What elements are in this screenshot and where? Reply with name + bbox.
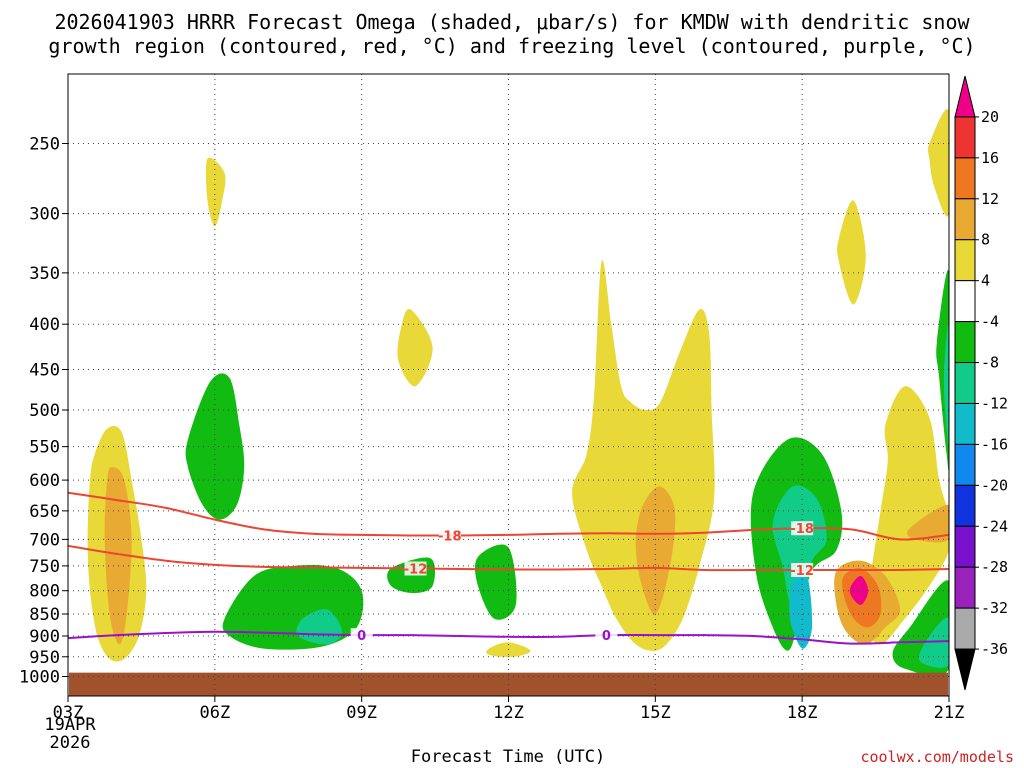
omega-region-24	[849, 575, 869, 605]
omega-region-16	[772, 485, 827, 605]
y-tick-label-850: 850	[29, 605, 60, 625]
y-tick-label-750: 750	[29, 557, 60, 577]
colorbar-swatch-13	[954, 607, 976, 650]
x-tick-label-12Z: 12Z	[493, 703, 524, 723]
colorbar-label--4: -4	[981, 313, 999, 331]
contour-label--12: -12	[404, 562, 428, 577]
omega-region-3	[397, 309, 433, 387]
omega-region-2	[205, 157, 226, 227]
colorbar-swatch-4	[954, 239, 976, 282]
chart-title-line1: 2026041903 HRRR Forecast Omega (shaded, …	[54, 10, 970, 34]
x-tick-label-21Z: 21Z	[934, 703, 965, 723]
colorbar-label--24: -24	[981, 517, 1008, 535]
x-axis: 03Z 06Z 09Z 12Z 15Z 18Z 21Z	[53, 696, 965, 723]
colorbar-swatch-7	[954, 362, 976, 404]
temperature-contours: -18 -18 -12 -12 0 0	[68, 491, 949, 645]
credit-text[interactable]: coolwx.com/models	[860, 748, 1014, 766]
y-tick-label-700: 700	[29, 530, 60, 550]
omega-region-10	[185, 373, 245, 520]
contour-label-bg	[438, 528, 461, 543]
colorbar-swatch-9	[954, 443, 976, 486]
y-axis: 2503003504004505005506006507007508008509…	[19, 135, 68, 688]
colorbar-label--8: -8	[981, 354, 999, 372]
colorbar-label-16: 16	[981, 149, 999, 167]
omega-region-9	[927, 109, 949, 217]
colorbar-label-20: 20	[981, 108, 999, 126]
colorbar-swatch-top	[954, 75, 976, 118]
omega-region-6	[635, 486, 676, 615]
y-tick-label-600: 600	[29, 471, 60, 491]
omega-region-14	[474, 544, 517, 620]
omega-region-5	[572, 260, 715, 651]
omega-region-20	[936, 269, 949, 471]
colorbar-swatch-5	[954, 280, 976, 323]
chart-title-line2: growth region (contoured, red, °C) and f…	[48, 34, 975, 58]
colorbar-label--32: -32	[981, 599, 1008, 617]
colorbar-swatch-12	[954, 566, 976, 609]
omega-region-11	[222, 565, 364, 650]
omega-regions	[87, 109, 949, 676]
omega-region-1	[104, 467, 132, 645]
contour-label-0: 0	[357, 629, 366, 644]
x-tick-label-03Z: 03Z	[53, 703, 84, 723]
colorbar-swatch-6	[954, 321, 976, 364]
y-tick-label-500: 500	[29, 401, 60, 421]
x-tick-label-06Z: 06Z	[199, 703, 230, 723]
contour-label-0: 0	[602, 629, 611, 644]
colorbar-label--20: -20	[981, 476, 1008, 494]
y-tick-label-1000: 1000	[19, 668, 60, 688]
colorbar-swatch-11	[954, 525, 976, 568]
colorbar-swatch-1	[954, 116, 976, 159]
colorbar-label--12: -12	[981, 394, 1008, 412]
y-tick-label-550: 550	[29, 438, 60, 458]
contour-label--18: -18	[438, 530, 462, 545]
x-axis-label: Forecast Time (UTC)	[411, 747, 605, 767]
colorbar-label--16: -16	[981, 435, 1008, 453]
colorbar-swatch-2	[954, 157, 976, 200]
contour-label-bg	[404, 561, 427, 576]
colorbar-swatch-10	[954, 484, 976, 527]
colorbar: 20 16 12 8 4 -4 -8 -12 -16 -20 -24 -28 -32 -36	[954, 75, 1008, 691]
omega-region-8	[837, 200, 866, 305]
colorbar-label-4: 4	[981, 272, 990, 290]
colorbar-swatch-8	[954, 402, 976, 445]
contour-label--12: -12	[790, 564, 814, 579]
y-tick-label-300: 300	[29, 205, 60, 225]
colorbar-label-12: 12	[981, 190, 999, 208]
omega-region-17	[789, 572, 813, 649]
x-tick-label-18Z: 18Z	[787, 703, 818, 723]
x-tick-label-15Z: 15Z	[640, 703, 671, 723]
date-line2: 2026	[50, 733, 91, 753]
y-tick-label-650: 650	[29, 502, 60, 522]
y-tick-label-250: 250	[29, 135, 60, 155]
colorbar-label--36: -36	[981, 640, 1008, 658]
omega-region-25	[907, 504, 949, 543]
plot-area: -18 -18 -12 -12 0 0	[67, 73, 950, 697]
colorbar-swatch-3	[954, 198, 976, 241]
contour-label-bg	[350, 628, 373, 643]
omega-region-21	[943, 322, 949, 443]
y-tick-label-800: 800	[29, 582, 60, 602]
y-tick-label-900: 900	[29, 627, 60, 647]
contour-label--18: -18	[790, 522, 814, 537]
y-tick-label-950: 950	[29, 648, 60, 668]
x-tick-label-09Z: 09Z	[346, 703, 377, 723]
contour-label-bg	[791, 521, 814, 536]
colorbar-label-8: 8	[981, 231, 990, 249]
colorbar-label--28: -28	[981, 558, 1008, 576]
y-tick-label-450: 450	[29, 360, 60, 380]
omega-region-19	[918, 617, 949, 668]
y-tick-label-350: 350	[29, 264, 60, 284]
date-line1: 19APR	[44, 715, 96, 735]
contour-0	[68, 630, 949, 645]
y-tick-label-400: 400	[29, 315, 60, 335]
colorbar-swatch-bottom	[954, 648, 976, 691]
contour-label-bg	[595, 628, 618, 643]
contour-label-bg	[791, 562, 814, 577]
